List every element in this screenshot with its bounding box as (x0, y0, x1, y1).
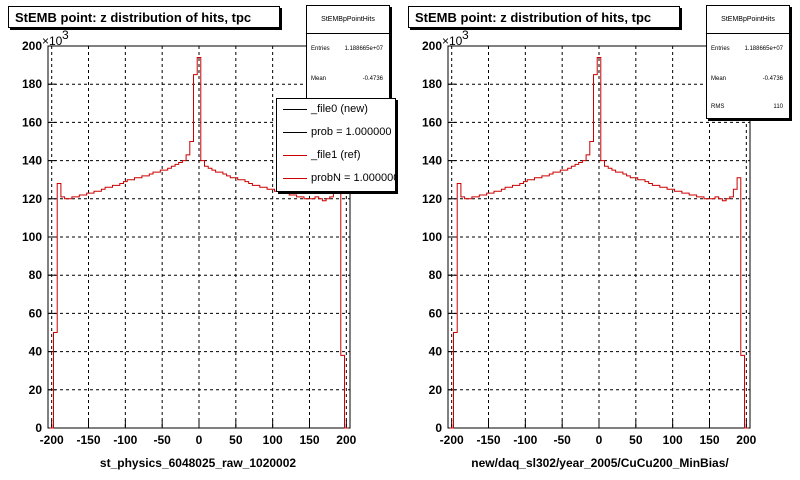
stats-mean-row: Mean -0.4736 (311, 76, 383, 82)
x-tick-label: 0 (196, 433, 203, 447)
stats-entries-value: 1.188665e+07 (744, 46, 783, 52)
y-tick-label: 100 (422, 230, 442, 244)
y-tick-label: 20 (29, 383, 43, 397)
legend-item-ref: _file1 (ref) (277, 145, 395, 167)
y-tick-label: 140 (22, 154, 42, 168)
histogram-plot-left: -200 -150 -100 -50 0 50 100 150 200 0 20 40 60 80 100 1… (22, 28, 357, 447)
x-tick-label: 150 (299, 433, 319, 447)
legend-label-prob: prob = 1.000000 (311, 126, 392, 138)
y-tick-label: 60 (29, 306, 43, 320)
x-tick-label: 50 (229, 433, 243, 447)
y-tick-label: 160 (422, 115, 442, 129)
histogram-title-left: StEMB point: z distribution of hits, tpc (8, 6, 280, 28)
y-axis-multiplier: ×10 (442, 34, 463, 48)
legend-item-prob: prob = 1.000000 (277, 122, 395, 144)
y-tick-label: 180 (422, 77, 442, 91)
x-tick-label: 100 (663, 433, 683, 447)
stats-entries-label: Entries (711, 46, 730, 52)
y-tick-label: 120 (422, 192, 442, 206)
stats-mean-label: Mean (711, 76, 727, 82)
x-tick-label: -100 (113, 433, 137, 447)
stats-box-left: StEMBpPointHits Entries 1.188665e+07 Mea… (306, 5, 390, 101)
legend-swatch-prob (283, 132, 307, 133)
x-tick-label: -200 (440, 433, 464, 447)
x-tick-label: -150 (76, 433, 100, 447)
x-tick-label: -50 (153, 433, 171, 447)
stats-entries-value: 1.188665e+07 (344, 46, 383, 52)
x-tick-label: 200 (336, 433, 356, 447)
x-tick-label: 200 (736, 433, 756, 447)
x-tick-label: 100 (263, 433, 283, 447)
stats-name: StEMBpPointHits (721, 16, 775, 23)
y-tick-label: 120 (22, 192, 42, 206)
x-tick-label: -150 (476, 433, 500, 447)
y-tick-label: 0 (435, 421, 442, 435)
y-tick-label: 20 (429, 383, 443, 397)
histogram-panel-right: -200 -150 -100 -50 0 50 100 150 200 0 20 40 60 80 100 1… (400, 0, 800, 480)
y-tick-label: 80 (429, 268, 443, 282)
y-tick-label: 80 (29, 268, 43, 282)
stats-name: StEMBpPointHits (321, 16, 375, 23)
x-tick-label: 0 (596, 433, 603, 447)
legend-item-probn: probN = 1.000000 (277, 168, 396, 190)
legend-label-probn: probN = 1.000000 (311, 172, 396, 184)
y-axis-multiplier-exponent: 3 (62, 28, 69, 42)
y-axis-multiplier-exponent: 3 (462, 28, 469, 42)
y-axis-multiplier: ×10 (42, 34, 63, 48)
stats-entries-row: Entries 1.188665e+07 (311, 46, 383, 52)
x-tick-label: 150 (699, 433, 719, 447)
stats-mean-value: -0.4736 (362, 76, 383, 82)
legend-swatch-new (283, 109, 307, 110)
histogram-plot-right: -200 -150 -100 -50 0 50 100 150 200 0 20 40 60 80 100 1… (422, 28, 757, 447)
legend-swatch-ref (283, 155, 307, 156)
stats-rms-label: RMS (711, 104, 725, 110)
stats-rms-row: RMS 110 (711, 104, 783, 110)
y-tick-label: 160 (22, 115, 42, 129)
stats-rms-value: 110 (773, 104, 783, 110)
x-tick-label: -100 (513, 433, 537, 447)
y-tick-label: 40 (429, 345, 443, 359)
legend-label-new: _file0 (new) (311, 103, 368, 115)
y-tick-label: 100 (22, 230, 42, 244)
legend-item-new: _file0 (new) (277, 99, 395, 121)
x-tick-label: 50 (629, 433, 643, 447)
stats-mean-label: Mean (311, 76, 327, 82)
stats-mean-row: Mean -0.4736 (711, 76, 783, 82)
legend-label-ref: _file1 (ref) (311, 149, 361, 161)
stats-box-right: StEMBpPointHits Entries 1.188665e+07 Mea… (706, 5, 790, 119)
x-axis-caption-left: st_physics_6048025_raw_1020002 (99, 456, 297, 470)
histogram-title-right: StEMB point: z distribution of hits, tpc (408, 6, 680, 28)
legend-swatch-probn (283, 178, 307, 179)
x-tick-label: -50 (553, 433, 571, 447)
y-tick-label: 180 (22, 77, 42, 91)
stats-entries-label: Entries (311, 46, 330, 52)
y-tick-label: 60 (429, 306, 443, 320)
y-tick-label: 40 (29, 345, 43, 359)
y-tick-label: 200 (22, 39, 42, 53)
x-axis-caption-right: new/daq_sl302/year_2005/CuCu200_MinBias/ (471, 456, 729, 470)
stats-mean-value: -0.4736 (762, 76, 783, 82)
stats-entries-row: Entries 1.188665e+07 (711, 46, 783, 52)
histogram-panel-left: -200 -150 -100 -50 0 50 100 150 200 0 20 40 60 80 100 1… (8, 5, 396, 470)
y-tick-label: 140 (422, 154, 442, 168)
y-tick-label: 200 (422, 39, 442, 53)
y-tick-label: 0 (35, 421, 42, 435)
x-tick-label: -200 (40, 433, 64, 447)
legend-box: _file0 (new) prob = 1.000000 _file1 (ref… (276, 98, 396, 192)
